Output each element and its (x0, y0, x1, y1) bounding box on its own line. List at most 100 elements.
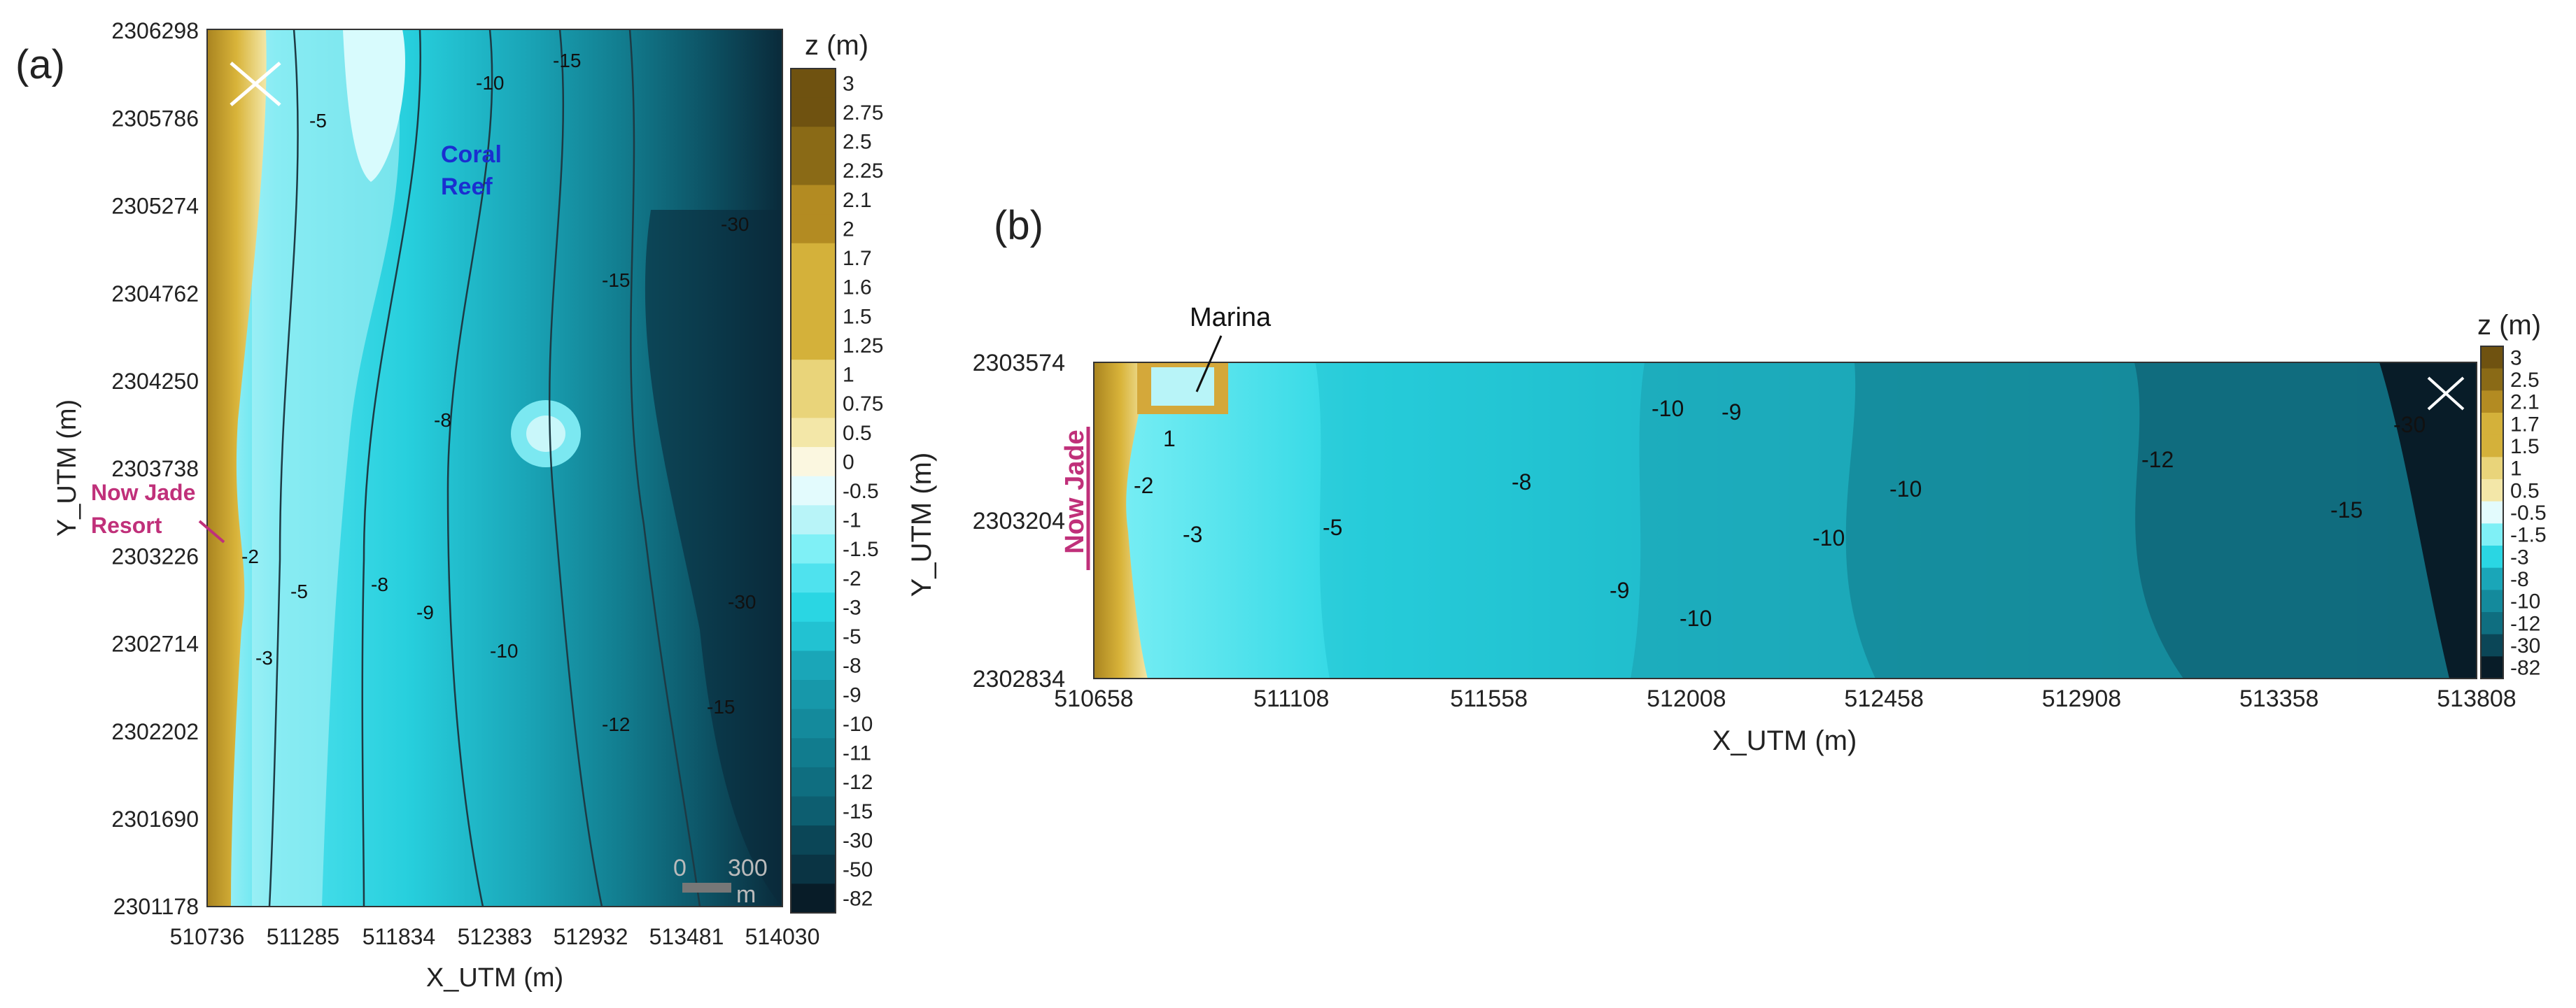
panel-a-deep-zone (645, 210, 782, 907)
colorbar-swatch (2481, 546, 2503, 569)
colorbar-swatch (791, 651, 836, 681)
colorbar-swatch (791, 272, 836, 302)
contour-label: -10 (476, 72, 504, 94)
x-tick-label: 510658 (1054, 686, 1133, 712)
colorbar-label: 0.5 (843, 422, 872, 445)
colorbar-swatch (791, 738, 836, 768)
y-tick-label: 2303738 (111, 456, 199, 481)
colorbar-label: -0.5 (843, 480, 879, 503)
panel-b-label: (b) (994, 203, 1043, 248)
colorbar-label: -10 (2510, 590, 2540, 613)
colorbar-swatch (2481, 346, 2503, 369)
colorbar-swatch (2481, 479, 2503, 502)
y-tick-label: 2302202 (111, 719, 199, 744)
colorbar-label: 3 (843, 72, 854, 95)
colorbar-swatch (791, 388, 836, 418)
panel-b: (b) -2 -3 -5 -8 (906, 203, 2547, 756)
colorbar-label: -30 (2510, 634, 2540, 658)
now-jade-annotation: Now Jade (1060, 430, 1090, 553)
colorbar-frame (2480, 346, 2504, 679)
colorbar-label: -1.5 (2510, 524, 2547, 547)
colorbar-swatch (791, 127, 836, 157)
x-tick-label: 511558 (1450, 686, 1528, 712)
contour-label: -30 (728, 591, 756, 613)
y-tick-label: 2303204 (973, 508, 1065, 534)
colorbar-label: -5 (843, 625, 861, 648)
contour-label: -5 (290, 581, 308, 602)
x-tick-label: 513481 (649, 924, 724, 949)
marina-pointer-icon (1195, 335, 1223, 392)
contour-label: -5 (309, 110, 327, 132)
colorbar-label: -50 (843, 858, 873, 881)
coral-reef-annotation: Coral (441, 141, 502, 168)
contour-label: -15 (2330, 497, 2363, 523)
marina-annotation: Marina (1190, 303, 1272, 332)
contour-label: -9 (416, 602, 434, 623)
colorbar-frame (790, 68, 836, 914)
colorbar-swatch (791, 418, 836, 448)
colorbar-label: 1 (843, 364, 854, 387)
contour-label: -8 (371, 574, 388, 595)
scale-bar-unit: m (736, 881, 756, 908)
colorbar-swatch (2481, 434, 2503, 457)
x-tick-label: 511834 (363, 924, 435, 949)
colorbar-label: 2.1 (843, 189, 872, 212)
colorbar-label: -3 (843, 596, 861, 619)
contour-label: -9 (1722, 399, 1741, 425)
y-tick-label: 2306298 (111, 18, 199, 43)
panel-a-colorbar: 3 2.75 2.5 2.25 2.1 2 1.7 1.6 1.5 1.25 1 0.75 0.5 0 -0… (790, 68, 883, 914)
colorbar-label: -12 (843, 771, 873, 794)
y-tick-label: 2304250 (111, 369, 199, 394)
y-tick-label: 2302834 (973, 666, 1065, 693)
colorbar-swatch (791, 854, 836, 884)
y-tick-label: 2304762 (111, 281, 199, 306)
colorbar-swatch (2481, 656, 2503, 679)
contour-label: -10 (1813, 525, 1845, 551)
colorbar-swatch (2481, 413, 2503, 436)
colorbar-label: 0.75 (843, 392, 883, 416)
panel-b-x-axis-label: X_UTM (m) (1712, 725, 1857, 756)
contour-label: -15 (707, 696, 735, 718)
colorbar-swatch (2481, 634, 2503, 657)
resort-annotation: Now Jade (91, 480, 195, 505)
colorbar-label: -82 (2510, 657, 2540, 680)
contour-label: -15 (602, 269, 630, 291)
contour-label: -15 (553, 50, 581, 71)
contour-label: -10 (1889, 476, 1922, 502)
colorbar-label: 2.5 (843, 131, 872, 154)
colorbar-swatch (2481, 368, 2503, 391)
panel-a-label: (a) (15, 42, 65, 87)
colorbar-label: 1 (2510, 457, 2522, 481)
colorbar-label: 0 (843, 450, 854, 474)
contour-label: -8 (434, 409, 451, 431)
colorbar-label: 1.6 (843, 276, 872, 299)
contour-label: -10 (490, 640, 518, 662)
panel-b-colorbar-title: z (m) (2477, 310, 2541, 341)
coral-reef-annotation-line2: Reef (441, 173, 493, 200)
colorbar-swatch (791, 563, 836, 593)
y-tick-label: 2303574 (973, 350, 1065, 376)
y-tick-label: 2301690 (111, 807, 199, 832)
contour-label: -3 (255, 647, 273, 669)
colorbar-swatch (791, 330, 836, 360)
colorbar-swatch (791, 243, 836, 273)
colorbar-swatch (791, 825, 836, 856)
colorbar-label: -30 (843, 829, 873, 852)
colorbar-label: -8 (843, 655, 861, 678)
colorbar-label: -3 (2510, 546, 2529, 569)
panel-a-coral-reef (343, 29, 405, 182)
colorbar-label: 2 (843, 218, 854, 241)
colorbar-label: 1.25 (843, 334, 883, 357)
x-tick-label: 511285 (267, 924, 339, 949)
y-tick-label: 2302714 (111, 632, 199, 657)
colorbar-swatch (791, 155, 836, 185)
colorbar-label: 1.5 (2510, 435, 2540, 458)
colorbar-label: 2.5 (2510, 369, 2540, 392)
y-tick-label: 2301178 (113, 894, 199, 919)
panel-a-north-arrow-icon (230, 62, 281, 106)
panel-a-scale-bar: 0 300 m (673, 855, 768, 908)
panel-a-x-axis-label: X_UTM (m) (426, 963, 563, 993)
y-tick-label: 2303226 (111, 544, 199, 569)
colorbar-swatch (791, 680, 836, 710)
